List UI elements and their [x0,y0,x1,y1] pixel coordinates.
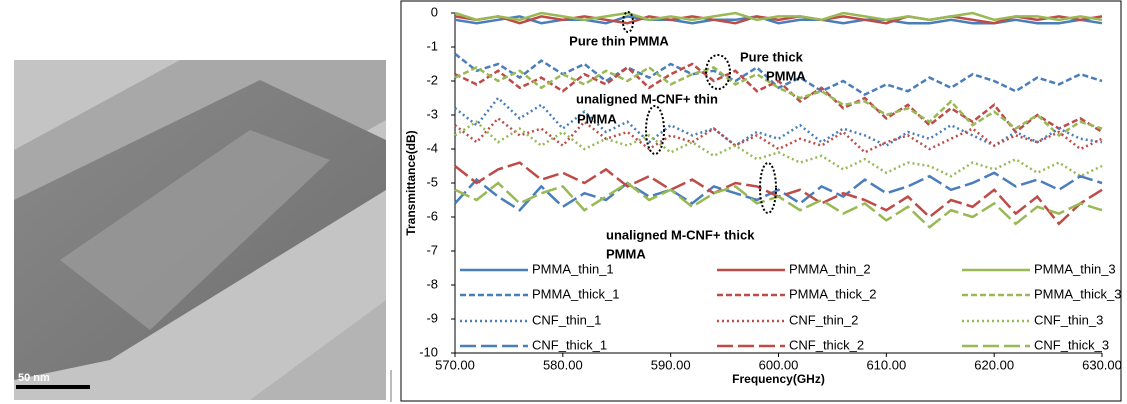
annotation: Pure thin PMMA [569,33,669,48]
y-tick-label: -7 [426,242,438,257]
x-tick-label: 570.00 [435,357,475,372]
series-line [454,120,1103,178]
series-line [454,171,1103,212]
y-tick-label: -10 [419,344,438,359]
x-tick-label: 620.00 [974,357,1014,372]
series-line [454,116,1103,154]
annotation: unaligned M-CNF+ thick [606,227,755,242]
y-tick-label: -3 [426,106,438,121]
legend-label: PMMA_thin_3 [1034,261,1116,276]
annotation: PMMA [577,111,617,126]
micrograph: 50 nm [14,60,392,402]
legend-label: CNF_thick_1 [532,337,607,352]
legend-label: PMMA_thin_2 [789,261,871,276]
y-tick-label: -6 [426,208,438,223]
legend-label: PMMA_thick_1 [532,286,619,301]
y-axis-title: Transmittance(dB) [404,130,418,235]
legend-label: CNF_thin_1 [532,312,601,327]
x-tick-label: 610.00 [866,357,906,372]
annotation: PMMA [606,246,646,261]
series-line [454,62,1103,134]
annotation-ellipses [622,11,777,214]
annotation: Pure thick [740,49,804,64]
y-tick-label: -4 [426,140,438,155]
legend-label: PMMA_thick_3 [1034,286,1121,301]
chart-frame [400,0,1122,402]
scale-bar-label: 50 nm [18,372,50,384]
legend-label: PMMA_thick_2 [789,286,876,301]
x-axis-title: Frequency(GHz) [732,372,825,386]
x-tick-label: 580.00 [543,357,583,372]
legend-label: CNF_thick_3 [1034,337,1109,352]
legend-label: PMMA_thin_1 [532,261,614,276]
y-tick-label: -9 [426,310,438,325]
series-line [454,15,1103,25]
series-line [454,181,1103,229]
y-tick-label: -2 [426,72,438,87]
series-line [454,65,1103,137]
y-tick-label: -1 [426,38,438,53]
x-tick-label: 600.00 [759,357,799,372]
x-tick-label: 630.00 [1082,357,1122,372]
legend-label: CNF_thin_3 [1034,312,1103,327]
x-tick-label: 590.00 [651,357,691,372]
annotation: unaligned M-CNF+ thin [576,91,718,106]
legend-label: CNF_thin_2 [789,312,858,327]
series-line [454,11,1103,22]
y-tick-label: -5 [426,174,438,189]
legend-label: CNF_thick_2 [789,337,864,352]
y-tick-label: 0 [431,4,438,19]
y-tick-label: -8 [426,276,438,291]
annotation: PMMA [766,68,806,83]
